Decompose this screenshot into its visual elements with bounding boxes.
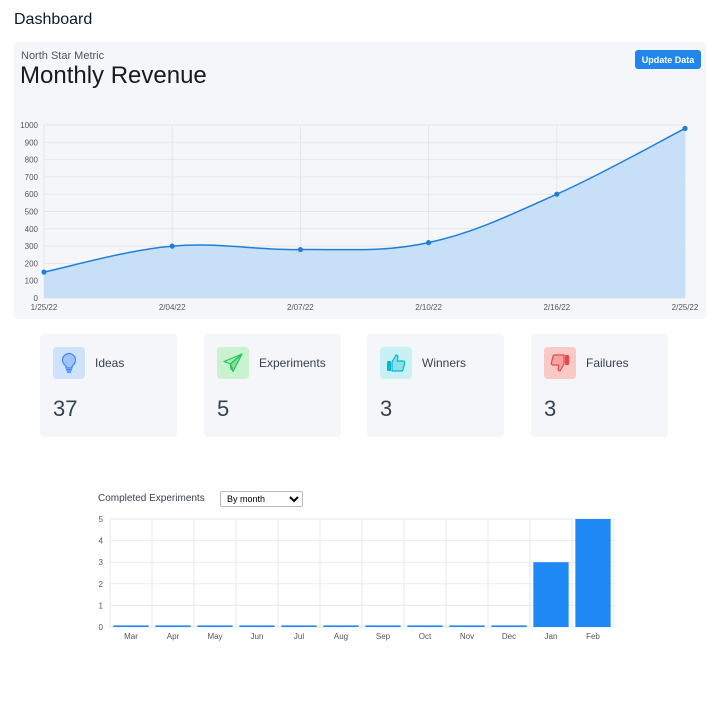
revenue-line: [43, 127, 686, 273]
thumbs-down-icon: [544, 347, 576, 379]
stat-label-experiments: Experiments: [259, 356, 326, 370]
x-tick-label: 2/04/22: [159, 303, 186, 312]
x-tick-label: Mar: [124, 632, 138, 641]
x-tick-label: Sep: [376, 632, 391, 641]
revenue-point: [554, 191, 560, 197]
bar: [575, 519, 611, 627]
revenue-point: [297, 246, 303, 253]
x-tick-label: Apr: [167, 632, 180, 641]
stat-value-failures: 3: [544, 396, 557, 421]
bar: [281, 625, 317, 627]
y-tick-label: 500: [25, 208, 39, 217]
y-tick-label: 900: [25, 138, 39, 147]
revenue-card: North Star Metric Monthly Revenue Update…: [14, 42, 706, 319]
x-tick-label: 2/25/22: [672, 303, 699, 312]
y-tick-label: 1000: [20, 121, 38, 130]
stat-label-ideas: Ideas: [95, 356, 125, 370]
x-tick-label: Dec: [502, 632, 516, 641]
y-tick-label: 400: [25, 225, 39, 234]
revenue-point: [41, 269, 47, 275]
stat-value-ideas: 37: [53, 396, 78, 421]
paper-plane-icon: [217, 347, 249, 379]
update-data-button[interactable]: Update Data: [635, 50, 701, 69]
stat-label-winners: Winners: [422, 356, 467, 370]
stat-label-failures: Failures: [586, 356, 629, 370]
x-tick-label: May: [207, 632, 222, 641]
lightbulb-icon: [53, 347, 85, 379]
bar: [155, 625, 191, 627]
x-tick-label: Oct: [419, 632, 432, 641]
x-tick-label: 2/07/22: [287, 303, 314, 312]
x-tick-label: Jul: [294, 632, 304, 641]
y-tick-label: 600: [25, 190, 39, 199]
revenue-subtitle: North Star Metric: [21, 50, 105, 62]
stat-value-experiments: 5: [217, 396, 230, 421]
bar: [323, 625, 359, 627]
x-tick-label: Feb: [586, 632, 600, 641]
y-tick-label: 800: [25, 156, 39, 165]
y-tick-label: 3: [99, 558, 104, 567]
y-tick-label: 5: [99, 515, 104, 524]
y-tick-label: 1: [99, 601, 104, 610]
revenue-chart: 0 100 200 300 400 500 600 700 800 900 1000 1/25/22 2…: [20, 121, 699, 312]
stat-card-experiments[interactable]: Experiments 5: [204, 334, 341, 437]
bar: [449, 625, 485, 627]
bar: [407, 625, 443, 627]
page-title: Dashboard: [14, 11, 93, 28]
x-tick-label: Jan: [545, 632, 558, 641]
x-tick-label: 1/25/22: [31, 303, 58, 312]
y-tick-label: 2: [99, 580, 104, 589]
y-tick-label: 700: [25, 173, 39, 182]
x-tick-label: 2/10/22: [415, 303, 442, 312]
completed-experiments-label: Completed Experiments: [98, 493, 205, 504]
x-tick-label: Aug: [334, 632, 348, 641]
y-tick-label: 300: [25, 242, 39, 251]
x-tick-label: 2/16/22: [543, 303, 570, 312]
stat-value-winners: 3: [380, 396, 393, 421]
bar: [113, 625, 149, 627]
bar: [533, 562, 569, 627]
thumbs-up-icon: [380, 347, 412, 379]
revenue-point: [169, 243, 175, 249]
x-tick-label: Jun: [251, 632, 264, 641]
stat-card-winners[interactable]: Winners 3: [367, 334, 504, 437]
y-tick-label: 4: [99, 537, 104, 546]
x-tick-label: Nov: [460, 632, 474, 641]
period-select[interactable]: By month: [220, 491, 303, 507]
stat-card-failures[interactable]: Failures 3: [531, 334, 668, 437]
revenue-point: [426, 240, 432, 246]
revenue-area-fill: [44, 128, 685, 298]
bar: [365, 625, 401, 627]
stat-card-ideas[interactable]: Ideas 37: [40, 334, 177, 437]
y-tick-label: 0: [99, 623, 104, 632]
revenue-point: [682, 125, 688, 132]
bar: [197, 625, 233, 627]
bar: [491, 625, 527, 627]
y-tick-label: 200: [25, 259, 39, 268]
y-tick-label: 0: [34, 294, 39, 303]
bar: [239, 625, 275, 627]
y-tick-label: 100: [25, 277, 39, 286]
revenue-title: Monthly Revenue: [20, 62, 207, 89]
